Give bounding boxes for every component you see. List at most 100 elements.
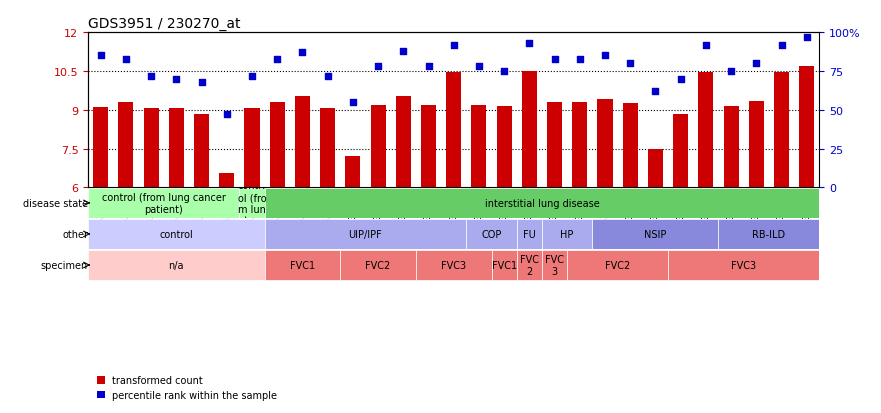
Bar [295,96,310,188]
Text: FVC
2: FVC 2 [520,254,539,276]
Point [321,73,335,80]
Bar [799,66,814,188]
Text: GDS3951 / 230270_at: GDS3951 / 230270_at [88,17,241,31]
FancyBboxPatch shape [542,220,592,249]
Bar [547,103,562,188]
Point [245,73,259,80]
FancyBboxPatch shape [719,220,819,249]
Bar [93,108,108,188]
Bar [270,103,285,188]
Point [800,34,814,41]
Point [648,89,663,95]
Point [144,73,159,80]
Bar [774,73,789,188]
Bar [244,109,260,188]
Bar [320,109,335,188]
Bar [623,104,638,188]
Bar [345,157,360,188]
Point [547,56,561,63]
FancyBboxPatch shape [592,220,719,249]
FancyBboxPatch shape [340,250,416,280]
Bar [749,102,764,188]
Point [447,42,461,49]
Bar [371,105,386,188]
Bar [497,107,512,188]
Point [598,53,612,59]
Text: UIP/IPF: UIP/IPF [349,229,382,240]
Text: FVC2: FVC2 [366,260,390,271]
Point [749,61,763,67]
FancyBboxPatch shape [88,250,264,280]
Point [119,56,133,63]
Bar [471,105,486,188]
Text: n/a: n/a [168,260,184,271]
FancyBboxPatch shape [668,250,819,280]
Text: NSIP: NSIP [644,229,667,240]
Point [219,112,233,119]
Point [774,42,788,49]
Text: FVC3: FVC3 [441,260,466,271]
Text: other: other [62,229,88,240]
Bar [723,107,738,188]
FancyBboxPatch shape [567,250,668,280]
Bar [446,73,462,188]
Point [522,40,537,47]
Text: HP: HP [560,229,574,240]
Text: COP: COP [481,229,501,240]
FancyBboxPatch shape [88,189,240,218]
Text: FVC2: FVC2 [605,260,630,271]
Point [195,79,209,86]
Text: FU: FU [523,229,536,240]
FancyBboxPatch shape [240,189,264,218]
Bar [648,149,663,188]
Bar [144,109,159,188]
Point [396,48,411,55]
FancyBboxPatch shape [264,220,466,249]
Point [472,64,486,71]
Bar [194,114,209,188]
FancyBboxPatch shape [492,250,517,280]
FancyBboxPatch shape [416,250,492,280]
FancyBboxPatch shape [264,250,340,280]
Text: control (from lung cancer
patient): control (from lung cancer patient) [102,192,226,214]
FancyBboxPatch shape [88,220,264,249]
Point [93,53,107,59]
Point [295,50,309,57]
Text: FVC
3: FVC 3 [545,254,564,276]
Text: FVC3: FVC3 [731,260,756,271]
Bar [396,96,411,188]
Text: interstitial lung disease: interstitial lung disease [485,198,599,209]
Point [623,61,637,67]
Text: FVC1: FVC1 [290,260,315,271]
Point [346,100,360,106]
Text: RB-ILD: RB-ILD [752,229,786,240]
Bar [169,109,184,188]
Text: contrl
ol (fro
m lun
g trans: contrl ol (fro m lun g trans [234,181,270,226]
Point [169,76,183,83]
Text: control: control [159,229,193,240]
Text: FVC1: FVC1 [492,260,517,271]
Point [371,64,385,71]
Text: disease state: disease state [23,198,88,209]
FancyBboxPatch shape [542,250,567,280]
Text: specimen: specimen [41,260,88,271]
Point [573,56,587,63]
Bar [573,103,588,188]
Point [674,76,688,83]
Legend: transformed count, percentile rank within the sample: transformed count, percentile rank withi… [93,371,281,404]
Point [270,56,285,63]
Bar [421,105,436,188]
Bar [673,114,688,188]
Bar [118,103,134,188]
Bar [522,72,537,188]
Point [699,42,713,49]
Bar [597,100,612,188]
Bar [699,73,714,188]
FancyBboxPatch shape [466,220,517,249]
Point [724,69,738,75]
FancyBboxPatch shape [517,220,542,249]
FancyBboxPatch shape [517,250,542,280]
Point [497,69,511,75]
Point [421,64,435,71]
FancyBboxPatch shape [264,189,819,218]
